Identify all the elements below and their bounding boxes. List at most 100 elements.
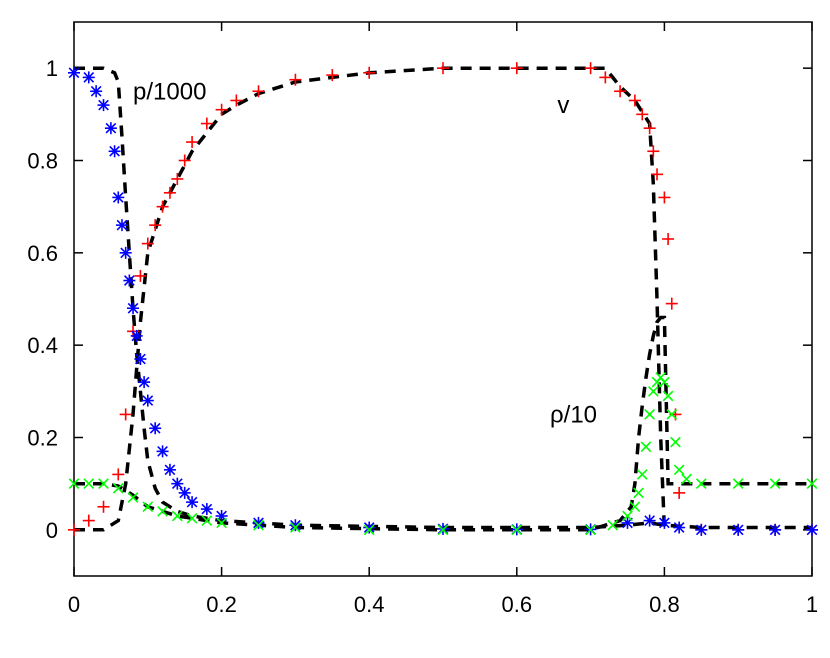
data-point — [68, 66, 80, 79]
data-point — [200, 117, 213, 130]
data-point — [83, 478, 95, 490]
data-point — [643, 122, 656, 135]
data-point — [215, 103, 228, 116]
data-point — [171, 510, 183, 522]
y-tick-label: 0.4 — [27, 333, 58, 358]
data-point — [437, 62, 449, 75]
data-point — [662, 390, 674, 402]
data-point — [644, 409, 656, 420]
data-point — [201, 515, 213, 526]
x-tick-label: 0.2 — [206, 592, 237, 617]
data-point — [134, 269, 147, 282]
data-point — [230, 94, 243, 107]
data-point — [156, 445, 169, 458]
data-point — [127, 302, 140, 315]
data-point — [119, 246, 132, 259]
series-label: ρ/10 — [550, 401, 597, 428]
data-point — [673, 486, 686, 499]
series--10-numerical- — [68, 372, 818, 536]
data-point — [636, 469, 648, 480]
data-point — [163, 186, 176, 199]
data-point — [171, 477, 184, 490]
series-line — [74, 66, 667, 532]
x-tick-label: 1 — [806, 592, 818, 617]
data-point — [659, 376, 670, 388]
data-point — [629, 501, 641, 513]
data-point — [628, 94, 641, 107]
data-point — [252, 85, 265, 98]
data-point — [142, 501, 154, 513]
data-point — [640, 441, 652, 453]
data-point — [82, 71, 95, 84]
data-point — [665, 297, 678, 310]
data-point — [673, 464, 685, 476]
data-point — [651, 168, 664, 181]
series-line — [74, 66, 812, 530]
x-tick-label: 0 — [68, 592, 80, 617]
x-tick-label: 0.8 — [649, 592, 680, 617]
data-point — [599, 71, 612, 84]
data-point — [769, 523, 782, 536]
data-point — [171, 172, 184, 185]
data-point — [130, 329, 143, 342]
data-point — [104, 122, 117, 135]
data-point — [289, 519, 302, 532]
series-label: p/1000 — [133, 78, 206, 105]
data-point — [97, 99, 110, 112]
data-point — [584, 62, 597, 75]
data-point — [647, 145, 660, 158]
data-point — [141, 394, 154, 407]
data-point — [326, 69, 339, 82]
y-tick-label: 0.8 — [27, 149, 58, 174]
data-point — [112, 191, 125, 204]
data-point — [614, 85, 627, 98]
series-p-1000-numerical- — [68, 66, 818, 536]
data-point — [186, 512, 198, 524]
data-point — [666, 409, 678, 420]
data-point — [68, 523, 80, 536]
data-point — [769, 478, 781, 490]
series-layer — [68, 62, 818, 536]
data-point — [437, 524, 449, 536]
data-point — [178, 486, 191, 499]
data-point — [253, 519, 264, 531]
data-point — [658, 191, 671, 204]
data-point — [622, 510, 633, 522]
series-label: v — [557, 92, 569, 119]
data-point — [363, 521, 376, 534]
data-point — [621, 516, 634, 529]
data-point — [149, 219, 162, 232]
data-point — [511, 524, 523, 536]
y-tick-label: 0 — [46, 518, 58, 543]
data-point — [186, 136, 199, 149]
plot-frame — [73, 21, 813, 577]
data-point — [115, 219, 128, 232]
data-point — [585, 524, 596, 536]
x-tick-label: 0.4 — [354, 592, 385, 617]
series-p-1000-exact- — [74, 66, 812, 530]
data-point — [673, 521, 686, 534]
x-tick-label: 0.6 — [502, 592, 533, 617]
data-point — [806, 523, 818, 536]
data-point — [636, 108, 649, 121]
data-point — [156, 200, 169, 213]
tick-labels: 0 0.2 0.4 0.6 0.8 1 0 0.2 0.4 0.6 0.8 1 — [27, 56, 818, 617]
y-tick-label: 0.2 — [27, 426, 58, 451]
data-point — [82, 514, 95, 527]
data-point — [97, 500, 110, 513]
data-point — [149, 422, 162, 435]
data-point — [123, 274, 136, 287]
data-point — [290, 522, 301, 533]
data-point — [119, 408, 132, 421]
data-point — [510, 62, 523, 75]
data-point — [134, 353, 147, 366]
data-point — [186, 496, 199, 509]
data-point — [633, 487, 644, 499]
series-annotations: p/1000 v ρ/10 — [133, 78, 597, 428]
data-point — [68, 478, 80, 490]
data-point — [607, 519, 619, 531]
data-point — [289, 73, 302, 86]
series-v-exact- — [74, 66, 667, 532]
data-point — [138, 376, 151, 389]
data-point — [252, 516, 265, 529]
